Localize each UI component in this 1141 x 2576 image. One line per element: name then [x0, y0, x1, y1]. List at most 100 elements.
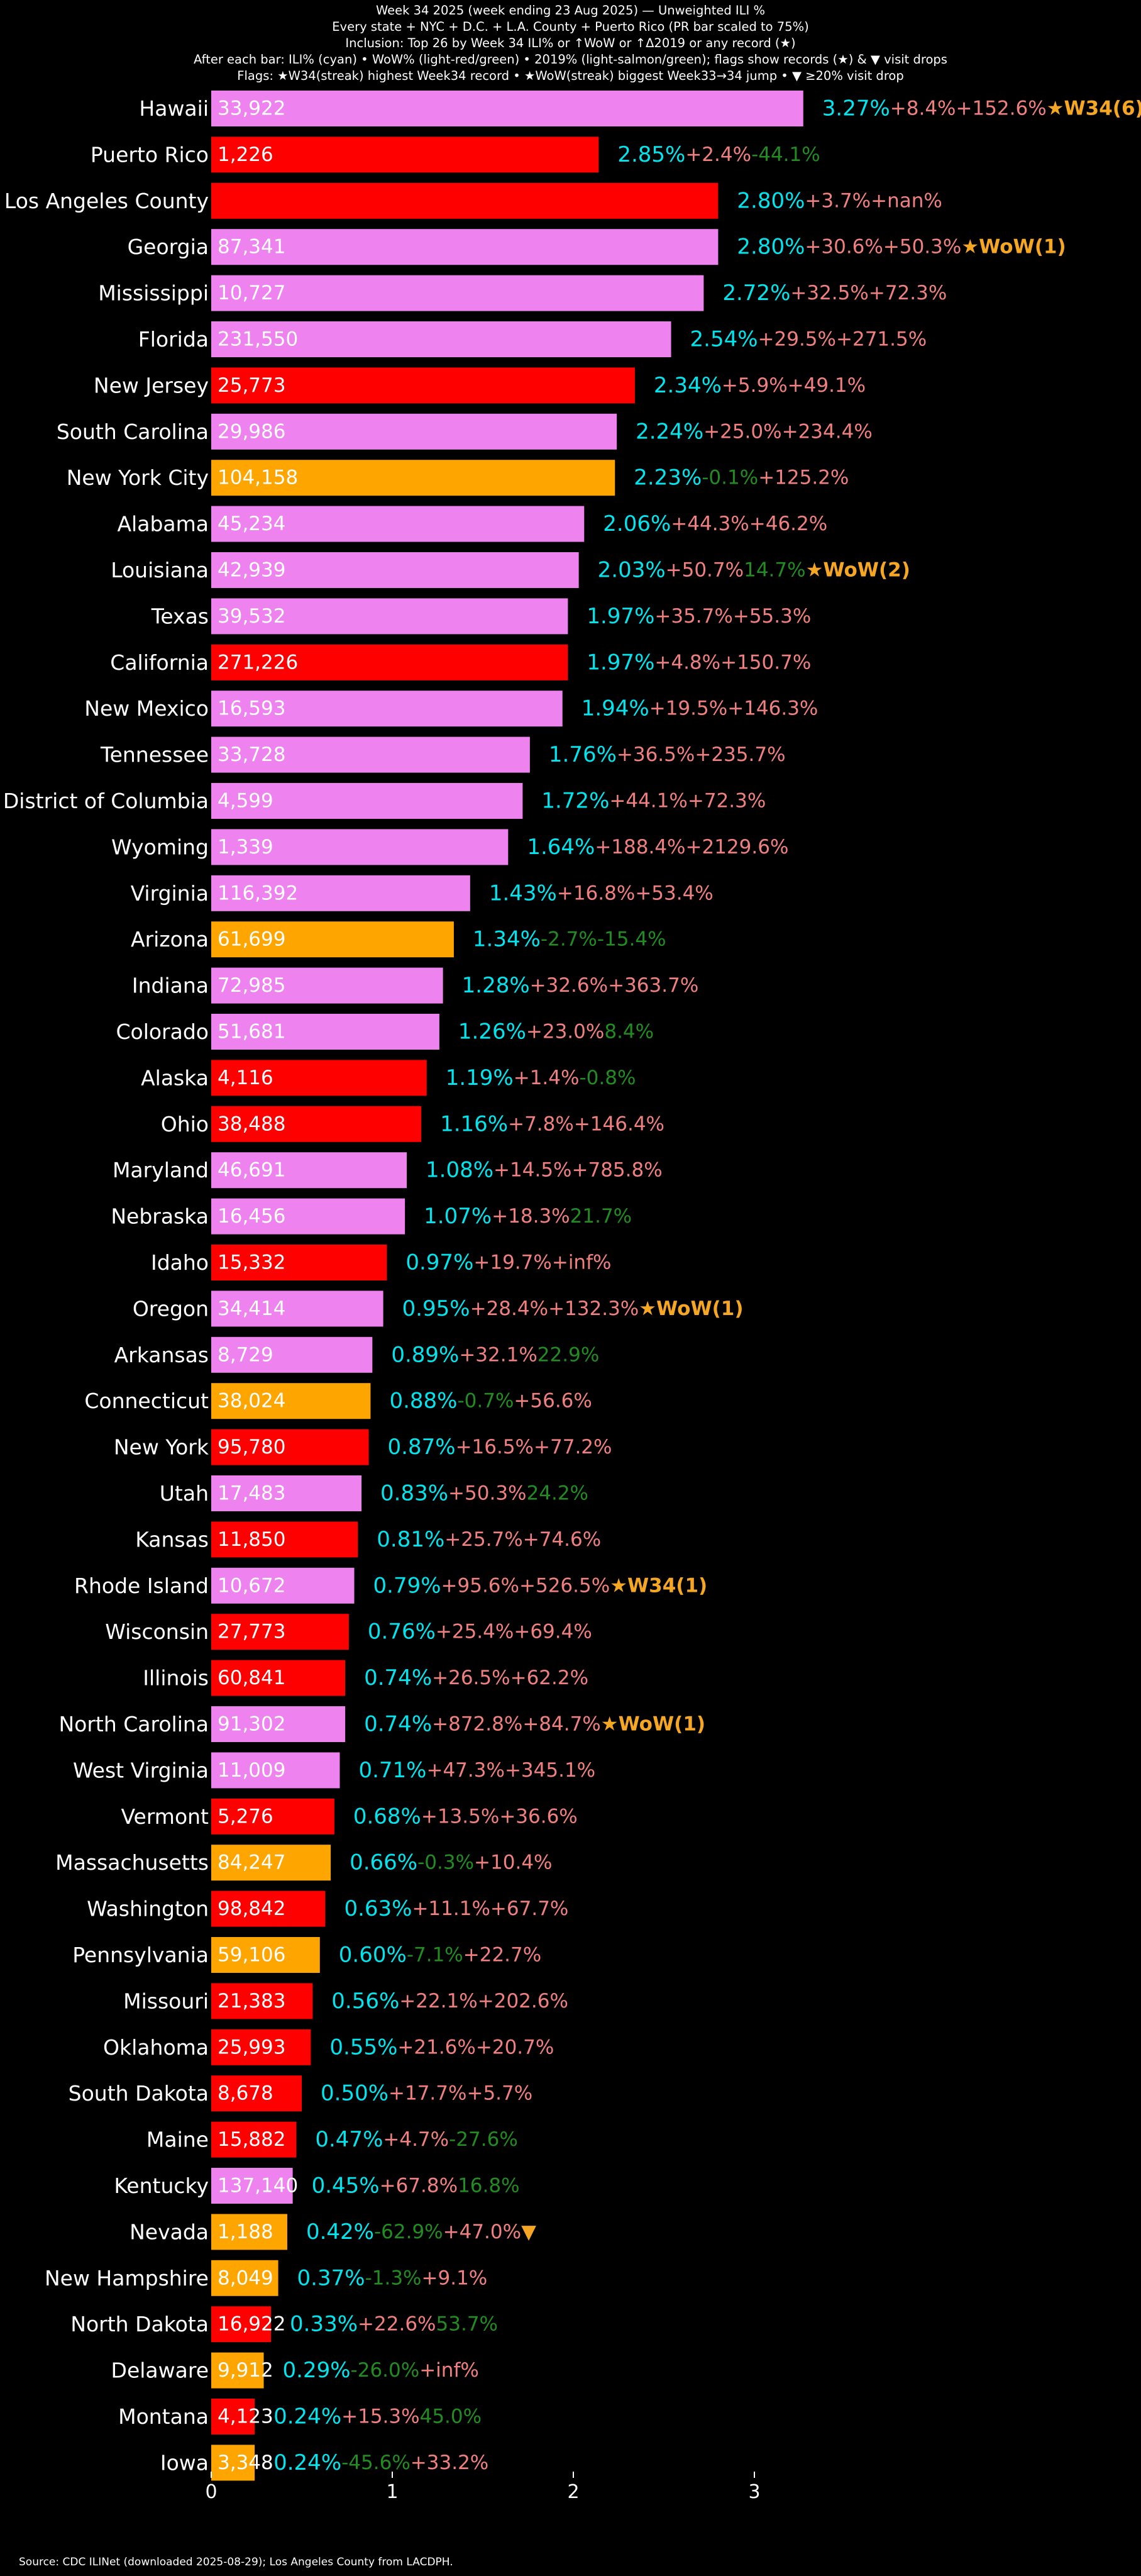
y2019-label-rhode-island: +526.5%	[519, 1574, 610, 1597]
category-label-alabama: Alabama	[117, 512, 209, 536]
category-label-nevada: Nevada	[130, 2219, 209, 2244]
ili-label-nebraska: 1.07%	[424, 1204, 492, 1229]
y2019-label-mississippi: +72.3%	[869, 282, 947, 304]
category-label-district-of-columbia: District of Columbia	[3, 789, 209, 813]
bar-nebraska	[211, 1198, 405, 1235]
category-label-delaware: Delaware	[111, 2358, 209, 2383]
visits-label-tennessee: 33,728	[218, 743, 285, 766]
wow-label-texas: +35.7%	[654, 605, 732, 628]
chart-title: Week 34 2025 (week ending 23 Aug 2025) —…	[375, 3, 766, 18]
visits-label-mississippi: 10,727	[218, 282, 285, 304]
category-label-nebraska: Nebraska	[111, 1204, 209, 1229]
y2019-label-new-jersey: +49.1%	[788, 374, 866, 397]
visits-label-idaho: 15,332	[218, 1252, 285, 1274]
y2019-label-south-carolina: +234.4%	[782, 420, 873, 443]
visits-label-south-dakota: 8,678	[218, 2082, 273, 2105]
visits-label-ohio: 38,488	[218, 1113, 285, 1135]
bar-connecticut	[211, 1383, 371, 1419]
x-tick-label-0: 0	[205, 2481, 217, 2503]
y2019-label-wyoming: +2129.6%	[686, 836, 789, 858]
wow-label-california: +4.8%	[654, 651, 720, 674]
bar-kansas	[211, 1521, 358, 1558]
ili-label-connecticut: 0.88%	[389, 1389, 457, 1414]
y2019-label-delaware: +inf%	[419, 2359, 479, 2382]
ili-label-montana: 0.24%	[273, 2404, 341, 2429]
visits-label-connecticut: 38,024	[218, 1390, 285, 1413]
bar-missouri	[211, 1983, 313, 2019]
ili-label-missouri: 0.56%	[331, 1989, 399, 2014]
ili-label-new-mexico: 1.94%	[582, 696, 649, 721]
visits-label-missouri: 21,383	[218, 1990, 285, 2012]
flag-label-nevada: ▼	[521, 2221, 536, 2243]
ili-label-massachusetts: 0.66%	[350, 1850, 417, 1875]
visits-label-iowa: 3,348	[218, 2451, 273, 2474]
bar-nevada	[211, 2214, 287, 2250]
category-label-pennsylvania: Pennsylvania	[72, 1943, 209, 1967]
ili-label-nevada: 0.42%	[306, 2219, 374, 2245]
y2019-label-hawaii: +152.6%	[956, 97, 1047, 120]
category-label-oregon: Oregon	[133, 1296, 209, 1321]
y2019-label-maine: -27.6%	[449, 2128, 518, 2151]
category-label-new-york-city: New York City	[67, 465, 209, 490]
category-label-north-dakota: North Dakota	[70, 2312, 209, 2336]
ili-label-virginia: 1.43%	[489, 880, 557, 906]
category-label-virginia: Virginia	[131, 881, 209, 906]
wow-label-los-angeles-county: +3.7%	[805, 189, 871, 212]
bar-alaska	[211, 1060, 427, 1096]
wow-label-maine: +4.7%	[383, 2128, 449, 2151]
category-label-new-hampshire: New Hampshire	[45, 2266, 209, 2290]
wow-label-idaho: +19.7%	[473, 1252, 551, 1274]
flag-label-rhode-island: ★W34(1)	[610, 1574, 707, 1597]
wow-label-north-dakota: +22.6%	[358, 2313, 436, 2336]
bar-iowa	[211, 2445, 255, 2481]
wow-label-washington: +11.1%	[412, 1897, 490, 1920]
visits-label-oregon: 34,414	[218, 1297, 285, 1320]
category-label-idaho: Idaho	[151, 1250, 209, 1275]
ili-label-washington: 0.63%	[344, 1896, 412, 1921]
ili-label-ohio: 1.16%	[440, 1111, 508, 1136]
ili-label-delaware: 0.29%	[283, 2358, 351, 2383]
ili-label-oregon: 0.95%	[402, 1296, 470, 1321]
wow-label-new-mexico: +19.5%	[649, 697, 727, 720]
category-label-indiana: Indiana	[132, 974, 209, 998]
bar-arizona	[211, 921, 454, 958]
visits-label-illinois: 60,841	[218, 1667, 285, 1689]
category-label-connecticut: Connecticut	[84, 1389, 209, 1413]
y2019-label-massachusetts: +10.4%	[474, 1852, 552, 1874]
bar-utah	[211, 1475, 362, 1511]
chart-flags-note: Flags: ★W34(streak) highest Week34 recor…	[237, 69, 904, 83]
visits-label-alabama: 45,234	[218, 513, 285, 535]
visits-label-maine: 15,882	[218, 2128, 285, 2151]
category-label-wyoming: Wyoming	[111, 835, 209, 859]
ili-label-rhode-island: 0.79%	[373, 1573, 441, 1598]
y2019-label-maryland: +785.8%	[572, 1159, 663, 1182]
wow-label-south-carolina: +25.0%	[703, 420, 781, 443]
bar-indiana	[211, 967, 443, 1004]
ili-label-wyoming: 1.64%	[527, 835, 595, 860]
wow-label-oregon: +28.4%	[470, 1297, 548, 1320]
ili-label-tennessee: 1.76%	[549, 742, 617, 767]
category-label-illinois: Illinois	[143, 1666, 209, 1690]
category-label-alaska: Alaska	[141, 1065, 209, 1090]
bar-alabama	[211, 506, 585, 542]
visits-label-south-carolina: 29,986	[218, 420, 285, 443]
y2019-label-nebraska: 21.7%	[570, 1205, 632, 1228]
ili-label-georgia: 2.80%	[737, 235, 805, 260]
bar-louisiana	[211, 552, 579, 588]
visits-label-new-mexico: 16,593	[218, 697, 285, 720]
y2019-label-georgia: +50.3%	[883, 236, 961, 258]
ili-label-indiana: 1.28%	[462, 973, 530, 998]
bar-district-of-columbia	[211, 783, 523, 819]
wow-label-wisconsin: +25.4%	[436, 1621, 514, 1643]
visits-label-virginia: 116,392	[218, 882, 298, 904]
ili-label-kentucky: 0.45%	[312, 2174, 380, 2199]
wow-label-virginia: +16.8%	[557, 882, 635, 904]
visits-label-west-virginia: 11,009	[218, 1759, 285, 1782]
bar-los-angeles-county	[211, 182, 719, 219]
bar-mississippi	[211, 275, 704, 311]
x-tick-label-1: 1	[386, 2481, 398, 2503]
bar-california	[211, 644, 568, 680]
ili-label-oklahoma: 0.55%	[329, 2035, 397, 2060]
visits-label-nebraska: 16,456	[218, 1205, 285, 1228]
ili-label-north-dakota: 0.33%	[290, 2312, 358, 2337]
